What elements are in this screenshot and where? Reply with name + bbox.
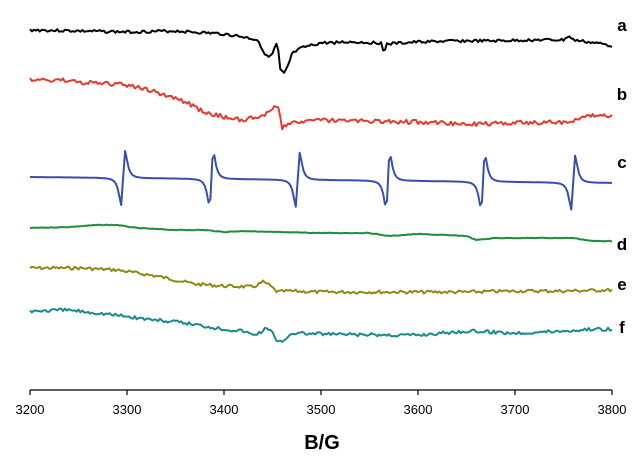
x-tick-label: 3800	[598, 402, 627, 417]
x-tick-label: 3700	[501, 402, 530, 417]
series-label-d: d	[617, 235, 627, 254]
series-line-b	[29, 77, 613, 131]
series-label-f: f	[619, 318, 625, 337]
x-axis: 3200 3300 3400 3500 3600 3700 3800	[16, 389, 627, 417]
series-line-f	[29, 307, 613, 343]
x-tick-label: 3300	[113, 402, 142, 417]
series-layer: a b c d e f	[29, 16, 627, 343]
series-label-c: c	[617, 153, 626, 172]
x-tick-label: 3600	[404, 402, 433, 417]
x-axis-title: B/G	[304, 432, 340, 454]
series-line-a	[29, 28, 613, 74]
series-label-b: b	[617, 85, 627, 104]
x-tick-label: 3200	[16, 402, 45, 417]
series-label-a: a	[617, 16, 627, 35]
series-line-e	[29, 265, 613, 295]
series-label-e: e	[617, 275, 626, 294]
x-tick-label: 3500	[307, 402, 336, 417]
series-line-d	[29, 223, 613, 243]
series-line-c	[30, 150, 612, 211]
x-tick-label: 3400	[210, 402, 239, 417]
